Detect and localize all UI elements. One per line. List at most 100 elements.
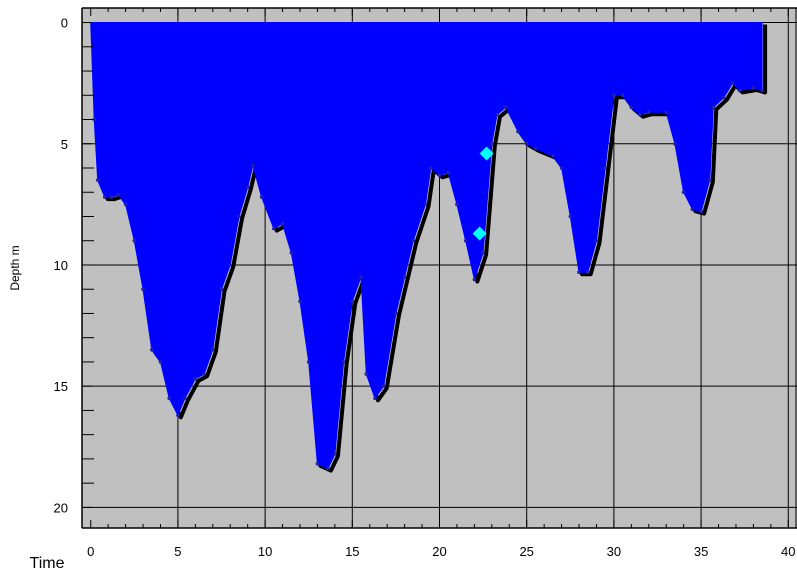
- series-fill: [90, 22, 763, 470]
- data-point: [437, 173, 442, 178]
- data-point: [577, 270, 581, 275]
- data-point: [463, 238, 468, 243]
- axes: 0 5 10 15 20 25 30 35 40 0 5 10 15 20: [54, 7, 797, 559]
- x-tick-label: 25: [519, 544, 533, 559]
- x-tick-label: 10: [258, 544, 272, 559]
- data-point: [167, 396, 171, 401]
- data-point: [751, 86, 756, 90]
- series-outline: [91, 24, 768, 473]
- data-point: [737, 88, 742, 93]
- data-point: [708, 178, 712, 182]
- data-point: [326, 466, 330, 471]
- data-point: [183, 396, 187, 401]
- data-point: [516, 129, 520, 134]
- data-point: [333, 452, 337, 456]
- data-point: [123, 202, 128, 207]
- data-point: [228, 263, 232, 267]
- x-tick-label: 5: [174, 544, 181, 559]
- x-tick-label: 0: [87, 544, 94, 559]
- data-point: [472, 277, 477, 282]
- data-point: [306, 360, 311, 364]
- data-point: [673, 142, 677, 146]
- data-point: [551, 154, 555, 158]
- y-tick-label: 10: [54, 258, 68, 273]
- data-point: [585, 270, 590, 275]
- data-point: [315, 462, 320, 466]
- data-point: [102, 195, 107, 199]
- data-point: [92, 117, 96, 122]
- data-point: [533, 146, 538, 151]
- data-point: [237, 214, 241, 219]
- data-point: [699, 209, 703, 214]
- data-point: [402, 275, 407, 279]
- data-point: [629, 105, 634, 110]
- data-point: [495, 112, 499, 117]
- x-tick-label: 20: [432, 544, 446, 559]
- y-tick-label: 0: [61, 16, 68, 31]
- x-tick-label: 40: [781, 544, 795, 559]
- data-point: [612, 93, 616, 98]
- data-point: [730, 81, 735, 85]
- data-point: [211, 348, 215, 352]
- data-point: [490, 142, 494, 146]
- data-point: [446, 171, 451, 175]
- series-area: [90, 22, 768, 473]
- data-point: [259, 195, 264, 199]
- data-point: [359, 275, 363, 279]
- data-point: [341, 360, 346, 364]
- data-point: [193, 377, 198, 381]
- data-point: [158, 360, 163, 364]
- data-point: [690, 207, 695, 211]
- data-point: [568, 214, 573, 219]
- data-point: [245, 185, 250, 190]
- marker-group: [472, 146, 494, 241]
- data-point: [559, 166, 564, 170]
- data-point: [109, 195, 114, 199]
- data-point: [481, 251, 485, 255]
- data-point: [298, 299, 302, 304]
- data-point: [620, 93, 625, 98]
- data-point: [132, 238, 137, 243]
- data-point: [594, 238, 599, 243]
- data-point: [381, 384, 386, 389]
- data-point: [289, 251, 294, 255]
- data-point: [394, 311, 398, 316]
- x-axis-title: Time: [30, 555, 65, 571]
- data-point: [647, 110, 651, 114]
- data-point: [176, 413, 180, 418]
- y-tick-label: 15: [54, 379, 68, 394]
- data-point: [722, 95, 726, 100]
- data-point: [150, 348, 154, 352]
- diamond-marker: [479, 146, 494, 161]
- data-point: [141, 287, 145, 292]
- data-point: [373, 396, 377, 401]
- data-point: [116, 192, 121, 197]
- x-tick-label: 30: [607, 544, 621, 559]
- data-point: [95, 178, 100, 182]
- data-point: [251, 163, 255, 168]
- data-point: [280, 222, 285, 226]
- data-point: [350, 299, 355, 304]
- data-point: [202, 372, 206, 376]
- data-point: [219, 287, 224, 292]
- data-point: [411, 238, 416, 243]
- y-axis-title: Depth m: [8, 245, 22, 290]
- data-point: [711, 105, 716, 110]
- x-tick-label: 35: [694, 544, 708, 559]
- data-point: [364, 372, 369, 376]
- data-point: [603, 166, 607, 170]
- diamond-marker: [472, 226, 487, 241]
- data-point: [429, 166, 433, 170]
- y-tick-label: 20: [54, 500, 68, 515]
- data-point: [504, 105, 508, 110]
- data-point: [760, 88, 764, 93]
- x-tick-label: 15: [345, 544, 359, 559]
- data-point: [272, 226, 276, 231]
- data-point: [664, 110, 668, 114]
- y-tick-label: 5: [61, 137, 68, 152]
- data-point: [681, 190, 686, 194]
- data-point: [423, 202, 428, 207]
- data-point: [455, 202, 459, 207]
- data-point: [638, 112, 642, 117]
